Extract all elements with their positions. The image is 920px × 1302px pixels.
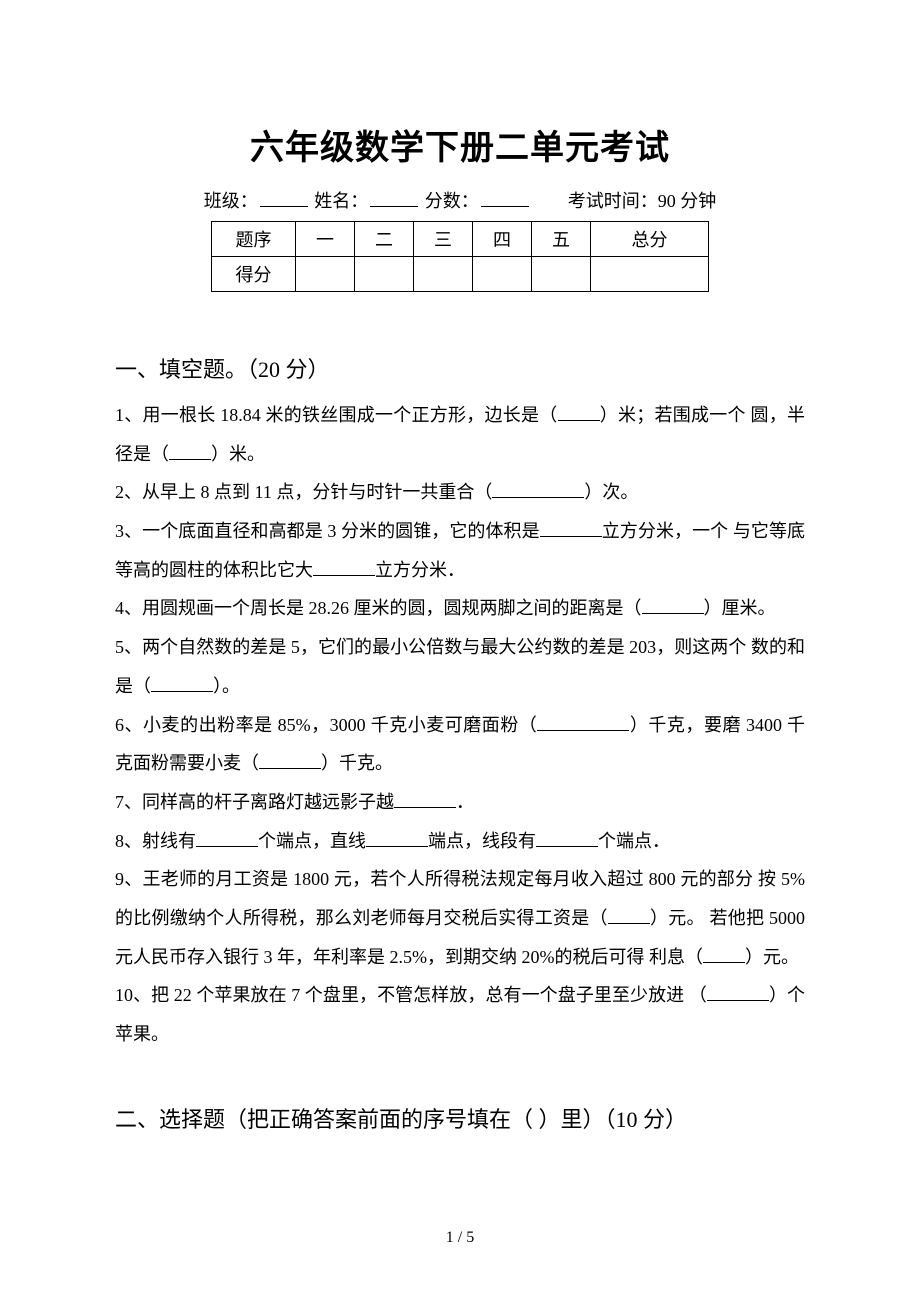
q-text: 个端点．	[598, 831, 670, 851]
meta-line: 班级： 姓名： 分数： 考试时间：90 分钟	[115, 187, 805, 213]
name-blank	[370, 189, 418, 207]
q-text: ）元。	[650, 908, 705, 928]
blank	[169, 442, 211, 460]
q4: 4、用圆规画一个周长是 28.26 厘米的圆，圆规两脚之间的距离是（ ）厘米。	[115, 589, 805, 628]
q9: 9、王老师的月工资是 1800 元，若个人所得税法规定每月收入超过 800 元的…	[115, 860, 805, 976]
score-table: 题序 一 二 三 四 五 总分 得分	[211, 221, 709, 292]
q-text: ．	[456, 792, 474, 812]
q2: 2、从早上 8 点到 11 点，分针与时针一共重合（ ）次。	[115, 473, 805, 512]
class-blank	[260, 189, 308, 207]
page-footer: 1 / 5	[0, 1229, 920, 1247]
blank	[608, 906, 650, 924]
score-cell	[296, 257, 355, 292]
score-value-row: 得分	[212, 257, 709, 292]
q-text: 个端点，直线	[258, 831, 366, 851]
blank	[151, 674, 213, 692]
blank	[540, 519, 602, 537]
score-col: 五	[532, 222, 591, 257]
blank	[703, 945, 745, 963]
score-col: 总分	[591, 222, 709, 257]
section2-heading: 二、选择题（把正确答案前面的序号填在（ ）里）（10 分）	[115, 1102, 805, 1134]
q3: 3、一个底面直径和高都是 3 分米的圆锥，它的体积是立方分米，一个 与它等底等高…	[115, 512, 805, 589]
q-text: 1、用一根长 18.84 米的铁丝围成一个正方形，边长是（	[115, 405, 558, 425]
q-text: 7、同样高的杆子离路灯越远影子越	[115, 792, 394, 812]
q1: 1、用一根长 18.84 米的铁丝围成一个正方形，边长是（）米；若围成一个 圆，…	[115, 396, 805, 473]
score-cell	[355, 257, 414, 292]
q-text: 立方分米．	[375, 560, 465, 580]
q-text: ）次。	[584, 482, 638, 502]
blank	[313, 558, 375, 576]
blank	[558, 403, 600, 421]
score-cell	[473, 257, 532, 292]
q-text: ）米。	[211, 444, 265, 464]
score-header-row: 题序 一 二 三 四 五 总分	[212, 222, 709, 257]
q5: 5、两个自然数的差是 5，它们的最小公倍数与最大公约数的差是 203，则这两个 …	[115, 628, 805, 705]
q-text: 9、王老师的月工资是 1800 元，若个人所得税法规定每月收入超过 800 元的…	[115, 869, 753, 889]
q-text: 2、从早上 8 点到 11 点，分针与时针一共重合（	[115, 482, 492, 502]
blank	[394, 790, 456, 808]
q-text: 立方分米，一个	[602, 521, 729, 541]
score-row-label: 得分	[212, 257, 296, 292]
class-label: 班级：	[204, 191, 258, 211]
q8: 8、射线有 个端点，直线 端点，线段有 个端点．	[115, 822, 805, 861]
q-text: ）千克，要磨 3400	[629, 715, 782, 735]
q-text: ）元。	[745, 947, 799, 967]
score-label: 分数：	[425, 191, 479, 211]
q-text: ）米；若围成一个	[600, 405, 746, 425]
q6: 6、小麦的出粉率是 85%，3000 千克小麦可磨面粉（）千克，要磨 3400 …	[115, 706, 805, 783]
q7: 7、同样高的杆子离路灯越远影子越 ．	[115, 783, 805, 822]
q-text: 4、用圆规画一个周长是 28.26 厘米的圆，圆规两脚之间的距离是（	[115, 598, 642, 618]
blank	[642, 596, 704, 614]
section1-heading: 一、填空题。（20 分）	[115, 352, 805, 384]
blank	[196, 829, 258, 847]
duration-label: 考试时间：90 分钟	[568, 191, 717, 211]
blank	[707, 983, 769, 1001]
q-text: 5、两个自然数的差是 5，它们的最小公倍数与最大公约数的差是 203，则这两个	[115, 637, 746, 657]
name-label: 姓名：	[314, 191, 368, 211]
q-text: （	[689, 985, 707, 1005]
q-text: 3、一个底面直径和高都是 3 分米的圆锥，它的体积是	[115, 521, 540, 541]
q-text: ）。	[213, 676, 240, 696]
blank	[536, 829, 598, 847]
q-text: 10、把 22 个苹果放在 7 个盘里，不管怎样放，总有一个盘子里至少放进	[115, 985, 684, 1005]
score-col: 四	[473, 222, 532, 257]
q-text: 端点，线段有	[428, 831, 536, 851]
score-col: 一	[296, 222, 355, 257]
score-header-label: 题序	[212, 222, 296, 257]
blank	[366, 829, 428, 847]
score-col: 三	[414, 222, 473, 257]
blank	[492, 480, 584, 498]
blank	[537, 713, 629, 731]
q-text: 利息（	[649, 947, 703, 967]
score-cell	[591, 257, 709, 292]
q-text: 8、射线有	[115, 831, 196, 851]
q10: 10、把 22 个苹果放在 7 个盘里，不管怎样放，总有一个盘子里至少放进 （）…	[115, 976, 805, 1053]
q-text: ）厘米。	[704, 598, 776, 618]
score-cell	[414, 257, 473, 292]
doc-title: 六年级数学下册二单元考试	[115, 120, 805, 169]
score-col: 二	[355, 222, 414, 257]
score-cell	[532, 257, 591, 292]
blank	[259, 751, 321, 769]
score-blank	[481, 189, 529, 207]
q-text: ）千克。	[321, 753, 393, 773]
q-text: 6、小麦的出粉率是 85%，3000 千克小麦可磨面粉（	[115, 715, 537, 735]
